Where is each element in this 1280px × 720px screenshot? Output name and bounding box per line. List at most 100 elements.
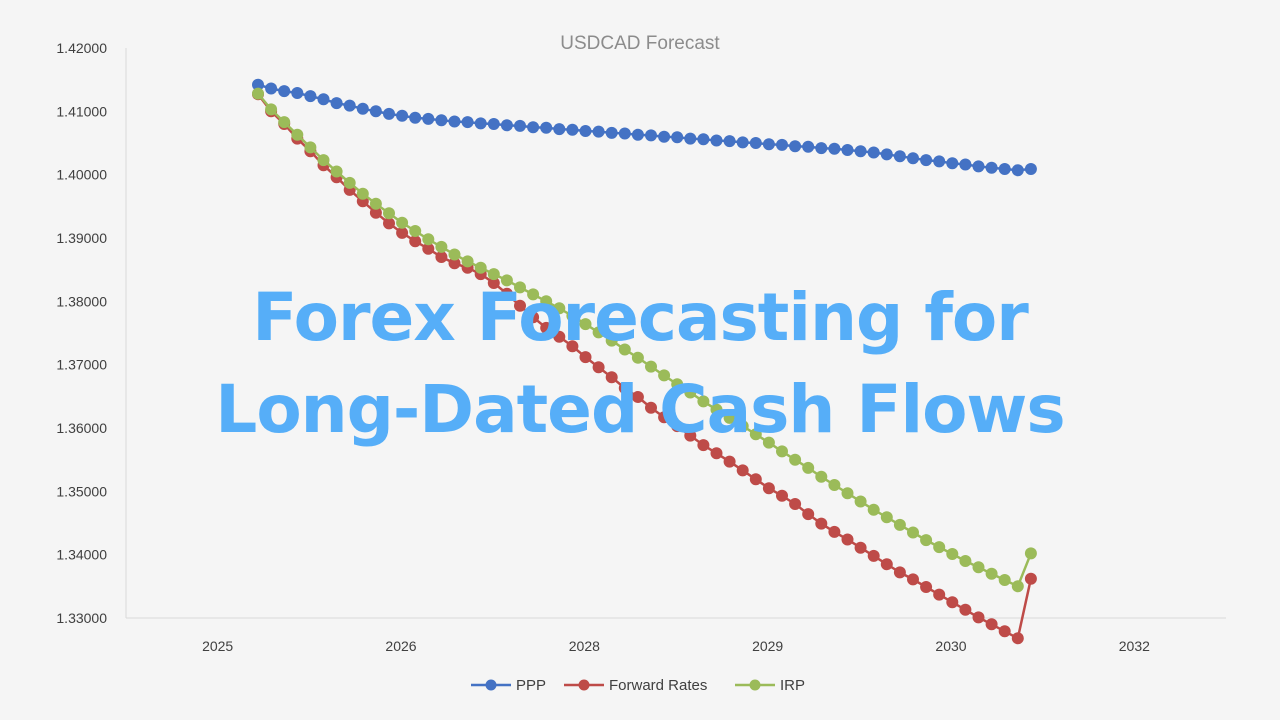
data-point-ppp	[265, 82, 278, 95]
series-irp	[252, 87, 1037, 593]
data-point-ppp	[396, 109, 409, 122]
data-point-forward-rates	[1011, 632, 1024, 645]
data-point-ppp	[972, 160, 985, 173]
data-point-forward-rates	[802, 508, 815, 521]
data-point-forward-rates	[972, 611, 985, 624]
data-point-forward-rates	[841, 533, 854, 546]
data-point-ppp	[946, 157, 959, 170]
data-point-forward-rates	[736, 464, 749, 477]
data-point-irp	[907, 526, 919, 539]
data-point-irp	[330, 165, 343, 178]
data-point-ppp	[566, 123, 579, 136]
data-point-forward-rates	[776, 489, 788, 502]
data-point-forward-rates	[448, 257, 461, 270]
data-point-ppp	[645, 129, 657, 142]
y-tick-label: 1.39000	[56, 230, 107, 246]
data-point-irp	[684, 386, 697, 399]
data-point-irp	[1011, 580, 1024, 593]
data-point-ppp	[998, 163, 1011, 175]
data-point-ppp	[317, 93, 330, 106]
data-point-irp	[304, 141, 317, 154]
data-point-irp	[540, 295, 553, 308]
data-point-ppp	[383, 107, 395, 120]
data-point-ppp	[278, 85, 291, 98]
x-tick-label: 2029	[752, 638, 783, 654]
legend-label: PPP	[516, 677, 546, 694]
data-point-irp	[579, 318, 592, 331]
data-point-irp	[920, 534, 933, 547]
data-point-irp	[487, 268, 500, 281]
data-point-ppp	[1024, 163, 1037, 175]
data-point-irp	[776, 445, 788, 458]
data-point-forward-rates	[907, 573, 919, 586]
data-point-forward-rates	[435, 251, 448, 263]
data-point-forward-rates	[369, 206, 382, 219]
overlay-headline: Forex Forecasting for Long-Dated Cash Fl…	[0, 272, 1280, 456]
data-point-ppp	[671, 131, 684, 144]
data-point-irp	[592, 326, 605, 339]
data-point-irp	[880, 511, 893, 524]
x-tick-label: 2030	[935, 638, 966, 654]
legend-marker	[578, 679, 590, 691]
data-point-ppp	[854, 145, 867, 158]
data-point-ppp	[409, 111, 422, 124]
data-point-irp	[710, 403, 723, 416]
data-point-forward-rates	[658, 411, 671, 424]
data-point-forward-rates	[514, 299, 526, 312]
data-point-ppp	[736, 136, 749, 149]
data-point-irp	[278, 116, 291, 129]
data-point-forward-rates	[540, 321, 553, 334]
chart-title: USDCAD Forecast	[560, 33, 720, 54]
data-point-irp	[356, 187, 369, 200]
data-point-forward-rates	[985, 618, 998, 631]
legend-item-forward-rates: Forward Rates	[564, 677, 707, 694]
x-axis-ticks: 2025 2026 2028 2029 2030 2032	[202, 638, 1150, 654]
data-point-irp	[815, 470, 828, 483]
y-tick-label: 1.41000	[56, 103, 107, 119]
data-point-ppp	[330, 97, 343, 110]
data-point-forward-rates	[605, 371, 618, 384]
data-point-irp	[396, 216, 409, 229]
data-point-irp	[527, 288, 540, 301]
data-point-forward-rates	[893, 566, 906, 579]
data-point-irp	[893, 518, 906, 531]
data-point-ppp	[291, 87, 304, 99]
data-point-ppp	[723, 135, 736, 148]
data-point-ppp	[985, 161, 998, 174]
data-point-forward-rates	[396, 226, 409, 239]
series-ppp	[252, 78, 1037, 177]
y-tick-label: 1.42000	[56, 40, 107, 56]
data-point-irp	[317, 154, 330, 167]
data-point-forward-rates	[645, 401, 657, 414]
x-tick-label: 2025	[202, 638, 233, 654]
data-point-irp	[749, 428, 762, 441]
data-point-irp	[422, 233, 435, 246]
data-point-ppp	[579, 125, 592, 137]
data-point-irp	[985, 567, 998, 580]
data-point-irp	[645, 360, 657, 373]
data-point-irp	[553, 302, 566, 315]
data-point-irp	[867, 503, 880, 516]
data-point-forward-rates	[631, 391, 644, 403]
data-point-forward-rates	[880, 558, 893, 571]
data-point-irp	[1024, 547, 1037, 560]
data-point-ppp	[553, 123, 566, 136]
data-point-ppp	[527, 121, 540, 134]
data-point-irp	[841, 487, 854, 500]
data-point-forward-rates	[671, 420, 684, 433]
data-point-forward-rates	[500, 287, 513, 300]
data-point-forward-rates	[998, 625, 1011, 638]
data-point-irp	[854, 495, 867, 508]
data-point-forward-rates	[854, 541, 867, 554]
data-point-ppp	[356, 102, 369, 115]
data-point-ppp	[762, 138, 775, 151]
data-point-ppp	[907, 152, 919, 165]
data-point-ppp	[802, 140, 815, 153]
y-tick-label: 1.33000	[56, 610, 107, 626]
data-point-irp	[631, 351, 644, 364]
data-point-ppp	[959, 158, 972, 171]
data-point-forward-rates	[422, 242, 435, 255]
data-point-forward-rates	[828, 525, 841, 538]
data-point-irp	[291, 128, 304, 141]
legend-marker	[485, 679, 497, 691]
